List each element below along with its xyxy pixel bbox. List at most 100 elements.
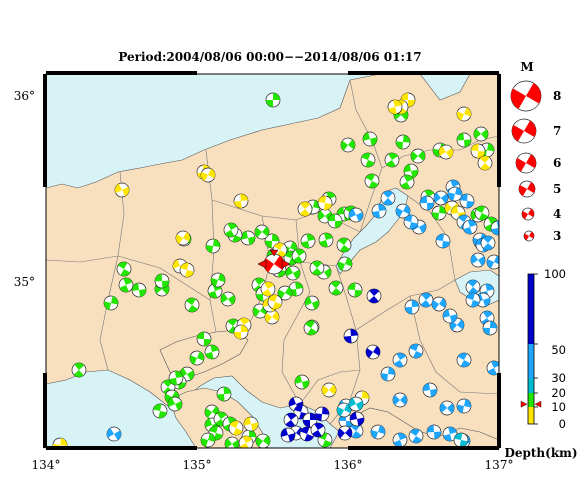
magnitude-legend-label-5: 5 [553, 182, 561, 196]
epicenter [267, 294, 283, 310]
epicenter [431, 205, 447, 221]
epicenter [337, 256, 353, 272]
lon-label-135: 135° [183, 458, 212, 472]
epicenter [327, 213, 343, 229]
epicenter [200, 432, 216, 448]
magnitude-legend-header: M [520, 60, 533, 74]
colorbar-tick-30: 30 [551, 371, 566, 385]
colorbar-band-10-20 [528, 393, 534, 407]
epicenter [482, 320, 498, 336]
epicenter [392, 352, 408, 368]
magnitude-legend-label-8: 8 [553, 89, 561, 103]
magnitude-legend-label-4: 4 [553, 207, 561, 221]
epicenter [380, 190, 396, 206]
epicenter [435, 233, 451, 249]
epicenter [404, 299, 420, 315]
colorbar-tick-20: 20 [551, 386, 566, 400]
epicenter [216, 386, 232, 402]
epicenter [456, 352, 472, 368]
magnitude-legend-symbol-3 [523, 230, 535, 242]
epicenter [131, 282, 147, 298]
epicenter [380, 366, 396, 382]
colorbar-band-30-50 [528, 344, 534, 378]
magnitude-legend-symbol-4 [521, 207, 535, 221]
epicenter [340, 137, 356, 153]
epicenter [321, 382, 337, 398]
epicenter [240, 230, 256, 246]
epicenter [283, 412, 299, 428]
epicenter [480, 235, 496, 251]
epicenter [294, 374, 310, 390]
epicenter [442, 308, 458, 324]
epicenter [470, 252, 486, 268]
epicenter [453, 432, 469, 448]
epicenter [336, 402, 352, 418]
epicenter [189, 350, 205, 366]
colorbar-tick-0: 0 [559, 417, 566, 431]
epicenter [384, 152, 400, 168]
magnitude-legend-symbol-5 [518, 180, 536, 198]
epicenter [343, 328, 359, 344]
epicenter [52, 437, 68, 448]
epicenter [433, 190, 449, 206]
colorbar-band-20-30 [528, 378, 534, 393]
epicenter [285, 265, 301, 281]
epicenter [418, 292, 434, 308]
epicenter [264, 309, 280, 325]
colorbar-tick-10: 10 [551, 400, 566, 414]
epicenter [204, 344, 220, 360]
epicenter [348, 396, 364, 412]
epicenter [336, 237, 352, 253]
epicenter [297, 201, 313, 217]
epicenter [410, 148, 426, 164]
epicenter [395, 203, 411, 219]
epicenter [179, 262, 195, 278]
map-frame [43, 71, 501, 450]
epicenter [254, 224, 270, 240]
epicenter [116, 261, 132, 277]
epicenter [348, 207, 364, 223]
mainshock-marker [257, 249, 291, 275]
epicenter [167, 396, 183, 412]
epicenter [459, 193, 475, 209]
epicenter [470, 143, 486, 159]
epicenter [300, 233, 316, 249]
magnitude-legend-label-3: 3 [553, 229, 561, 243]
epicenter [318, 232, 334, 248]
magnitude-legend-label-6: 6 [553, 156, 561, 170]
depth-marker [520, 400, 542, 408]
magnitude-legend-symbol-7 [511, 118, 537, 144]
epicenter [392, 392, 408, 408]
epicenter [362, 131, 378, 147]
epicenter [291, 248, 307, 264]
epicenter [403, 214, 419, 230]
epicenter [280, 427, 296, 443]
epicenter [114, 182, 130, 198]
epicenter [205, 238, 221, 254]
lon-label-137: 137° [485, 458, 514, 472]
epicenter [403, 163, 419, 179]
epicenter [103, 295, 119, 311]
epicenter [243, 416, 259, 432]
epicenter [71, 362, 87, 378]
epicenter [228, 420, 244, 436]
epicenter [309, 260, 325, 276]
epicenter [366, 288, 382, 304]
epicenter [196, 331, 212, 347]
epicenter [462, 219, 478, 235]
map-title: Period:2004/08/06 00:00−−2014/08/06 01:1… [118, 50, 421, 64]
epicenter [431, 296, 447, 312]
epicenter [347, 282, 363, 298]
epicenter [419, 195, 435, 211]
epicenter [408, 343, 424, 359]
epicenter [255, 433, 271, 448]
colorbar-tick-100: 100 [544, 267, 566, 281]
mainshock-beachball [263, 253, 285, 275]
epicenter [408, 428, 424, 444]
epicenter [473, 126, 489, 142]
epicenter [486, 360, 499, 376]
epicenter-layer [52, 92, 499, 448]
magnitude-legend: M 8 7 6 5 4 3 [510, 60, 561, 243]
epicenter [486, 254, 499, 270]
epicenter [220, 291, 236, 307]
